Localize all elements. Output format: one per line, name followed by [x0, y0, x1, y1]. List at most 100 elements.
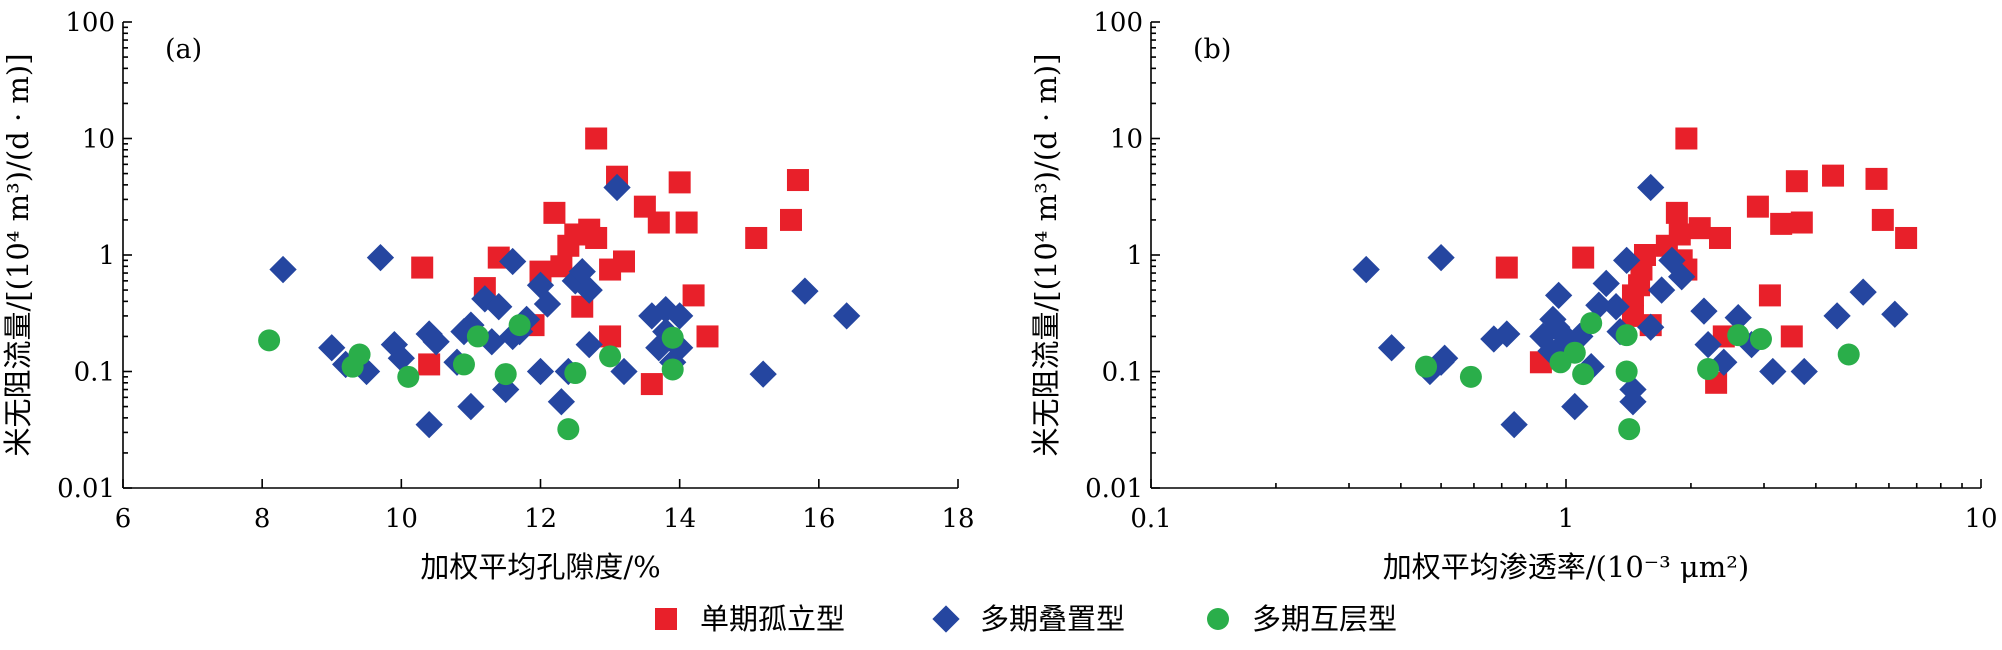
point-circle — [494, 363, 517, 386]
point-diamond — [318, 334, 346, 362]
point-square — [1790, 211, 1813, 234]
point-square — [1895, 226, 1918, 249]
point-diamond — [1724, 303, 1752, 332]
point-diamond — [422, 328, 450, 356]
point-square — [585, 226, 608, 249]
point-diamond — [269, 255, 297, 284]
point-circle — [1727, 324, 1750, 347]
point-diamond — [1500, 410, 1528, 439]
point-diamond — [1759, 357, 1787, 386]
panel-a-chart: 0.01 0.1 1 10 100 6 8 10 12 14 16 18 (a) 加权平均孔隙度/% 米无阻… — [1, 8, 975, 584]
x-axis-title: 加权平均孔隙度/% — [420, 550, 660, 584]
x-tick-label: 8 — [254, 504, 271, 534]
point-diamond — [1592, 269, 1620, 298]
y-tick-label: 1 — [1126, 241, 1143, 271]
point-diamond — [833, 302, 861, 330]
point-circle — [1580, 312, 1603, 335]
point-diamond — [1881, 300, 1909, 328]
legend-label: 多期叠置型 — [980, 602, 1125, 636]
point-circle — [1563, 341, 1586, 364]
point-diamond — [1552, 328, 1580, 356]
legend-marker-circle — [1207, 608, 1229, 630]
y-tick-label: 100 — [1093, 8, 1143, 38]
point-circle — [397, 365, 420, 388]
point-circle — [452, 353, 475, 376]
y-tick-label: 10 — [82, 125, 115, 155]
point-diamond — [575, 331, 603, 359]
point-square — [411, 256, 434, 279]
x-tick-label: 14 — [663, 504, 696, 534]
point-diamond — [575, 276, 603, 304]
point-diamond — [1566, 322, 1594, 351]
point-square — [613, 250, 635, 273]
point-square — [668, 171, 691, 194]
point-diamond — [1647, 276, 1676, 304]
point-square — [1621, 304, 1644, 327]
point-diamond — [1480, 325, 1508, 353]
point-diamond — [1710, 348, 1738, 376]
point-diamond — [1613, 246, 1641, 274]
point-square — [675, 211, 698, 234]
point-square — [1822, 164, 1845, 187]
y-tick-label: 0.01 — [57, 474, 115, 504]
x-tick-label: 6 — [115, 504, 132, 534]
point-diamond — [666, 302, 694, 330]
point-diamond — [1561, 392, 1589, 421]
point-diamond — [499, 247, 527, 276]
point-circle — [1697, 358, 1720, 381]
point-square — [1758, 284, 1781, 307]
legend-marker-square — [655, 608, 677, 630]
point-square — [647, 211, 670, 234]
x-tick-label: 10 — [1964, 504, 1997, 534]
legend-marker-diamond — [932, 605, 960, 633]
legend-label: 多期互层型 — [1252, 602, 1397, 636]
point-square — [418, 353, 441, 376]
y-tick-label: 1 — [98, 241, 115, 271]
point-square — [1572, 246, 1595, 269]
point-square — [1871, 208, 1894, 231]
point-diamond — [1790, 357, 1818, 386]
point-circle — [1618, 418, 1641, 441]
point-circle — [258, 329, 281, 352]
point-diamond — [547, 388, 576, 416]
point-diamond — [603, 173, 631, 202]
point-diamond — [1668, 263, 1696, 291]
point-diamond — [1431, 344, 1459, 372]
y-axis-title: 米无阻流量/[(10⁴ m³)/(d · m)] — [1, 53, 35, 456]
point-square — [1785, 170, 1808, 193]
point-circle — [661, 326, 684, 349]
point-diamond — [533, 290, 562, 318]
point-circle — [1615, 324, 1638, 347]
point-square — [1495, 256, 1518, 279]
point-diamond — [1427, 243, 1455, 272]
point-square — [550, 255, 573, 278]
point-square — [543, 201, 566, 224]
x-tick-label: 0.1 — [1130, 504, 1171, 534]
point-square — [1688, 217, 1711, 240]
point-square — [599, 325, 622, 348]
y-tick-label: 100 — [65, 8, 115, 38]
point-circle — [1749, 328, 1772, 351]
point-diamond — [1585, 291, 1613, 319]
point-circle — [1615, 360, 1638, 383]
x-tick-label: 1 — [1558, 504, 1575, 534]
point-diamond — [1823, 302, 1851, 330]
point-diamond — [791, 277, 819, 305]
point-square — [745, 226, 768, 249]
x-axis-title: 加权平均渗透率/(10⁻³ μm²) — [1383, 550, 1749, 584]
y-tick-label: 10 — [1110, 125, 1143, 155]
point-circle — [661, 358, 684, 381]
point-circle — [564, 362, 587, 385]
point-circle — [1415, 355, 1438, 378]
point-circle — [1837, 343, 1860, 366]
point-diamond — [1493, 320, 1521, 348]
point-diamond — [415, 410, 443, 439]
point-square — [696, 325, 719, 348]
legend-label: 单期孤立型 — [700, 602, 845, 636]
x-tick-label: 12 — [524, 504, 557, 534]
point-diamond — [492, 375, 520, 404]
point-diamond — [1545, 281, 1573, 310]
point-square — [682, 284, 705, 307]
